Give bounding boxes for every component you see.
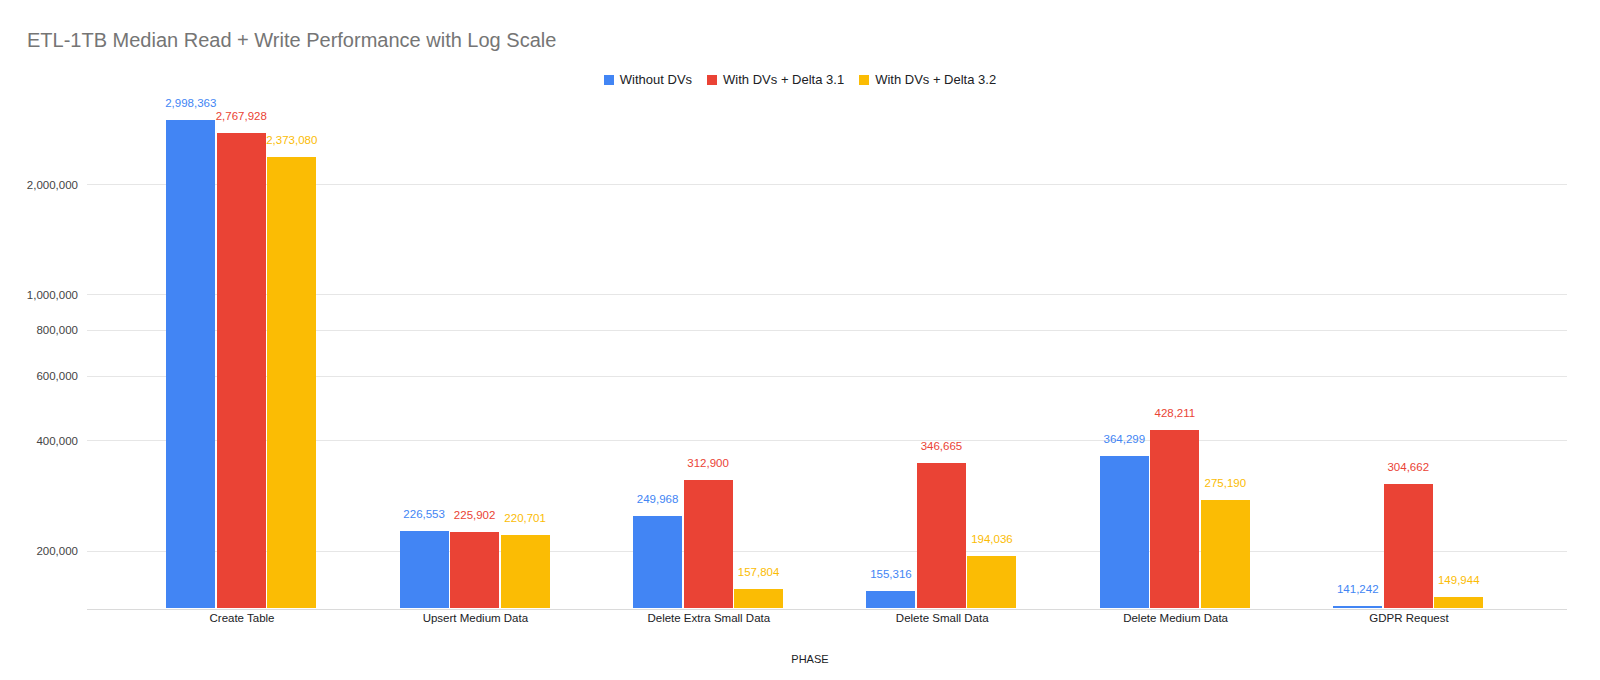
bar [217,133,266,609]
bar [400,531,449,608]
bar [501,535,550,608]
y-tick-label: 200,000 [8,544,78,558]
legend-label: Without DVs [620,72,692,87]
legend-label: With DVs + Delta 3.1 [723,72,844,87]
category-label: Upsert Medium Data [359,612,591,625]
bar [866,591,915,608]
bar-chart: ETL-1TB Median Read + Write Performance … [0,0,1600,680]
bar [166,120,215,608]
y-tick-label: 2,000,000 [8,178,78,192]
y-tick-label: 400,000 [8,434,78,448]
value-label: 428,211 [1115,407,1235,420]
value-label: 157,804 [699,566,819,579]
legend-swatch-icon [707,75,717,85]
bar [1100,456,1149,609]
value-label: 275,190 [1165,477,1285,490]
bar [1434,597,1483,609]
y-tick-label: 800,000 [8,323,78,337]
category-label: Delete Medium Data [1060,612,1292,625]
bar [450,532,499,609]
bar [633,516,682,609]
category-label: Delete Extra Small Data [593,612,825,625]
category-label: Create Table [126,612,358,625]
value-label: 149,944 [1399,574,1519,587]
value-label: 346,665 [881,440,1001,453]
value-label: 220,701 [465,512,585,525]
value-label: 304,662 [1348,461,1468,474]
y-tick-label: 1,000,000 [8,288,78,302]
bar [734,589,783,609]
legend: Without DVs With DVs + Delta 3.1 With DVs … [0,72,1600,87]
bar [967,556,1016,609]
legend-item: With DVs + Delta 3.2 [859,72,996,87]
bar [1150,430,1199,609]
value-label: 2,373,080 [232,134,352,147]
value-label: 2,998,363 [131,97,251,110]
legend-swatch-icon [604,75,614,85]
value-label: 312,900 [648,457,768,470]
legend-label: With DVs + Delta 3.2 [875,72,996,87]
bar [1333,606,1382,608]
bar [1384,484,1433,608]
bar [267,157,316,608]
category-label: GDPR Request [1293,612,1525,625]
category-label: Delete Small Data [826,612,1058,625]
bar [684,480,733,609]
legend-item: With DVs + Delta 3.1 [707,72,844,87]
x-axis-title: PHASE [0,653,1600,665]
y-tick-label: 600,000 [8,369,78,383]
chart-title: ETL-1TB Median Read + Write Performance … [27,29,556,52]
value-label: 2,767,928 [181,110,301,123]
value-label: 194,036 [932,533,1052,546]
bar [1201,500,1250,608]
legend-item: Without DVs [604,72,692,87]
x-axis-line [87,609,1567,610]
legend-swatch-icon [859,75,869,85]
